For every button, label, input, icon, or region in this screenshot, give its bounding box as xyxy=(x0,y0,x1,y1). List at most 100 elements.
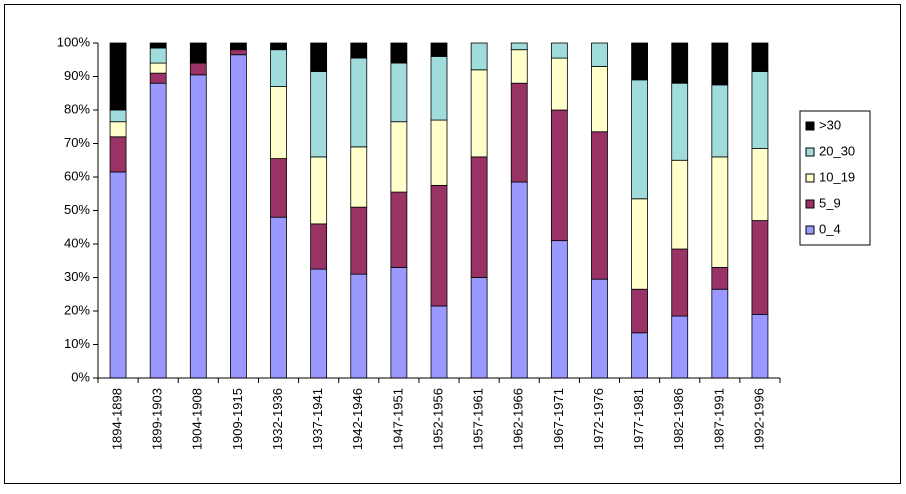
bar-segment xyxy=(631,198,648,290)
legend-swatch xyxy=(805,199,815,209)
bar-segment xyxy=(430,56,448,121)
bar-segment xyxy=(591,278,608,379)
legend-label: 5_9 xyxy=(819,195,841,210)
bar-segment xyxy=(430,119,448,186)
bar-segment xyxy=(230,54,247,379)
bar-segment xyxy=(109,121,127,138)
bar-segment xyxy=(189,62,207,76)
y-tick-label: 0% xyxy=(71,369,90,384)
bar-segment xyxy=(711,267,729,290)
bar-segment xyxy=(270,49,287,87)
legend-swatch xyxy=(805,147,815,157)
x-tick-label: 1899-1903 xyxy=(150,388,165,450)
legend-swatch xyxy=(805,121,815,131)
bar-segment xyxy=(149,82,167,379)
bar-segment xyxy=(390,191,408,268)
legend-swatch xyxy=(805,173,815,183)
bar-segment xyxy=(550,240,568,379)
bar-segment xyxy=(109,109,127,123)
x-tick-label: 1937-1941 xyxy=(310,388,325,450)
bar-segment xyxy=(149,72,167,84)
bar-segment xyxy=(270,86,287,159)
bar-segment xyxy=(230,49,247,56)
bar-segment xyxy=(350,57,368,148)
bar-segment xyxy=(711,288,729,379)
bar-segment xyxy=(270,42,287,51)
bar-segment xyxy=(310,223,328,270)
y-tick-label: 90% xyxy=(64,68,90,83)
x-tick-label: 1967-1971 xyxy=(551,388,566,450)
bar-segment xyxy=(510,82,528,183)
bar-segment xyxy=(310,71,328,158)
bar-segment xyxy=(671,82,689,161)
bar-segment xyxy=(510,49,528,84)
bar-segment xyxy=(751,42,769,72)
bar-segment xyxy=(591,42,608,67)
bar-segment xyxy=(711,42,729,86)
bar-segment xyxy=(751,220,769,315)
bar-segment xyxy=(149,62,167,74)
legend-label: 0_4 xyxy=(819,221,841,236)
x-tick-label: 1947-1951 xyxy=(390,388,405,450)
bar-segment xyxy=(550,42,568,59)
legend-box xyxy=(799,110,871,246)
legend-label: 20_30 xyxy=(819,143,855,158)
bar-segment xyxy=(310,156,328,225)
bar-segment xyxy=(671,248,689,317)
bar-segment xyxy=(390,121,408,193)
x-tick-label: 1972-1976 xyxy=(591,388,606,450)
y-tick-label: 20% xyxy=(64,302,90,317)
x-tick-label: 1942-1946 xyxy=(350,388,365,450)
legend-swatch xyxy=(805,225,815,235)
y-tick-label: 100% xyxy=(57,34,91,49)
bar-segment xyxy=(631,42,648,81)
y-tick-label: 40% xyxy=(64,235,90,250)
bar-segment xyxy=(591,131,608,280)
x-tick-label: 1957-1961 xyxy=(471,388,486,450)
bar-segment xyxy=(430,305,448,379)
bar-segment xyxy=(591,66,608,133)
bar-segment xyxy=(109,42,127,111)
bar-segment xyxy=(310,42,328,72)
bar-segment xyxy=(510,42,528,51)
y-tick-label: 50% xyxy=(64,202,90,217)
bar-segment xyxy=(751,313,769,379)
bar-segment xyxy=(390,62,408,123)
x-tick-label: 1952-1956 xyxy=(430,388,445,450)
y-tick-label: 30% xyxy=(64,269,90,284)
legend-label: >30 xyxy=(819,117,841,132)
x-tick-label: 1992-1996 xyxy=(751,388,766,450)
x-tick-label: 1909-1915 xyxy=(230,388,245,450)
bar-segment xyxy=(310,268,328,379)
legend-label: 10_19 xyxy=(819,169,855,184)
bar-segment xyxy=(470,156,488,278)
x-tick-label: 1962-1966 xyxy=(511,388,526,450)
bar-segment xyxy=(149,42,167,49)
bar-segment xyxy=(430,42,448,57)
bar-segment xyxy=(109,136,127,173)
bar-segment xyxy=(631,79,648,200)
bar-segment xyxy=(751,71,769,149)
bar-segment xyxy=(550,57,568,111)
bar-segment xyxy=(390,267,408,379)
bar-segment xyxy=(751,148,769,221)
bar-segment xyxy=(631,332,648,379)
bar-segment xyxy=(109,171,127,379)
bar-segment xyxy=(270,158,287,218)
y-tick-label: 80% xyxy=(64,101,90,116)
bar-segment xyxy=(671,315,689,379)
bar-segment xyxy=(350,42,368,59)
bar-segment xyxy=(390,42,408,64)
bar-segment xyxy=(711,156,729,268)
bar-segment xyxy=(550,109,568,242)
bar-segment xyxy=(470,69,488,158)
bar-segment xyxy=(510,181,528,379)
bar-segment xyxy=(470,277,488,379)
bar-segment xyxy=(711,84,729,158)
bar-segment xyxy=(470,42,488,71)
bar-segment xyxy=(671,159,689,250)
bar-segment xyxy=(350,206,368,275)
bar-segment xyxy=(350,146,368,208)
bar-segment xyxy=(430,184,448,307)
